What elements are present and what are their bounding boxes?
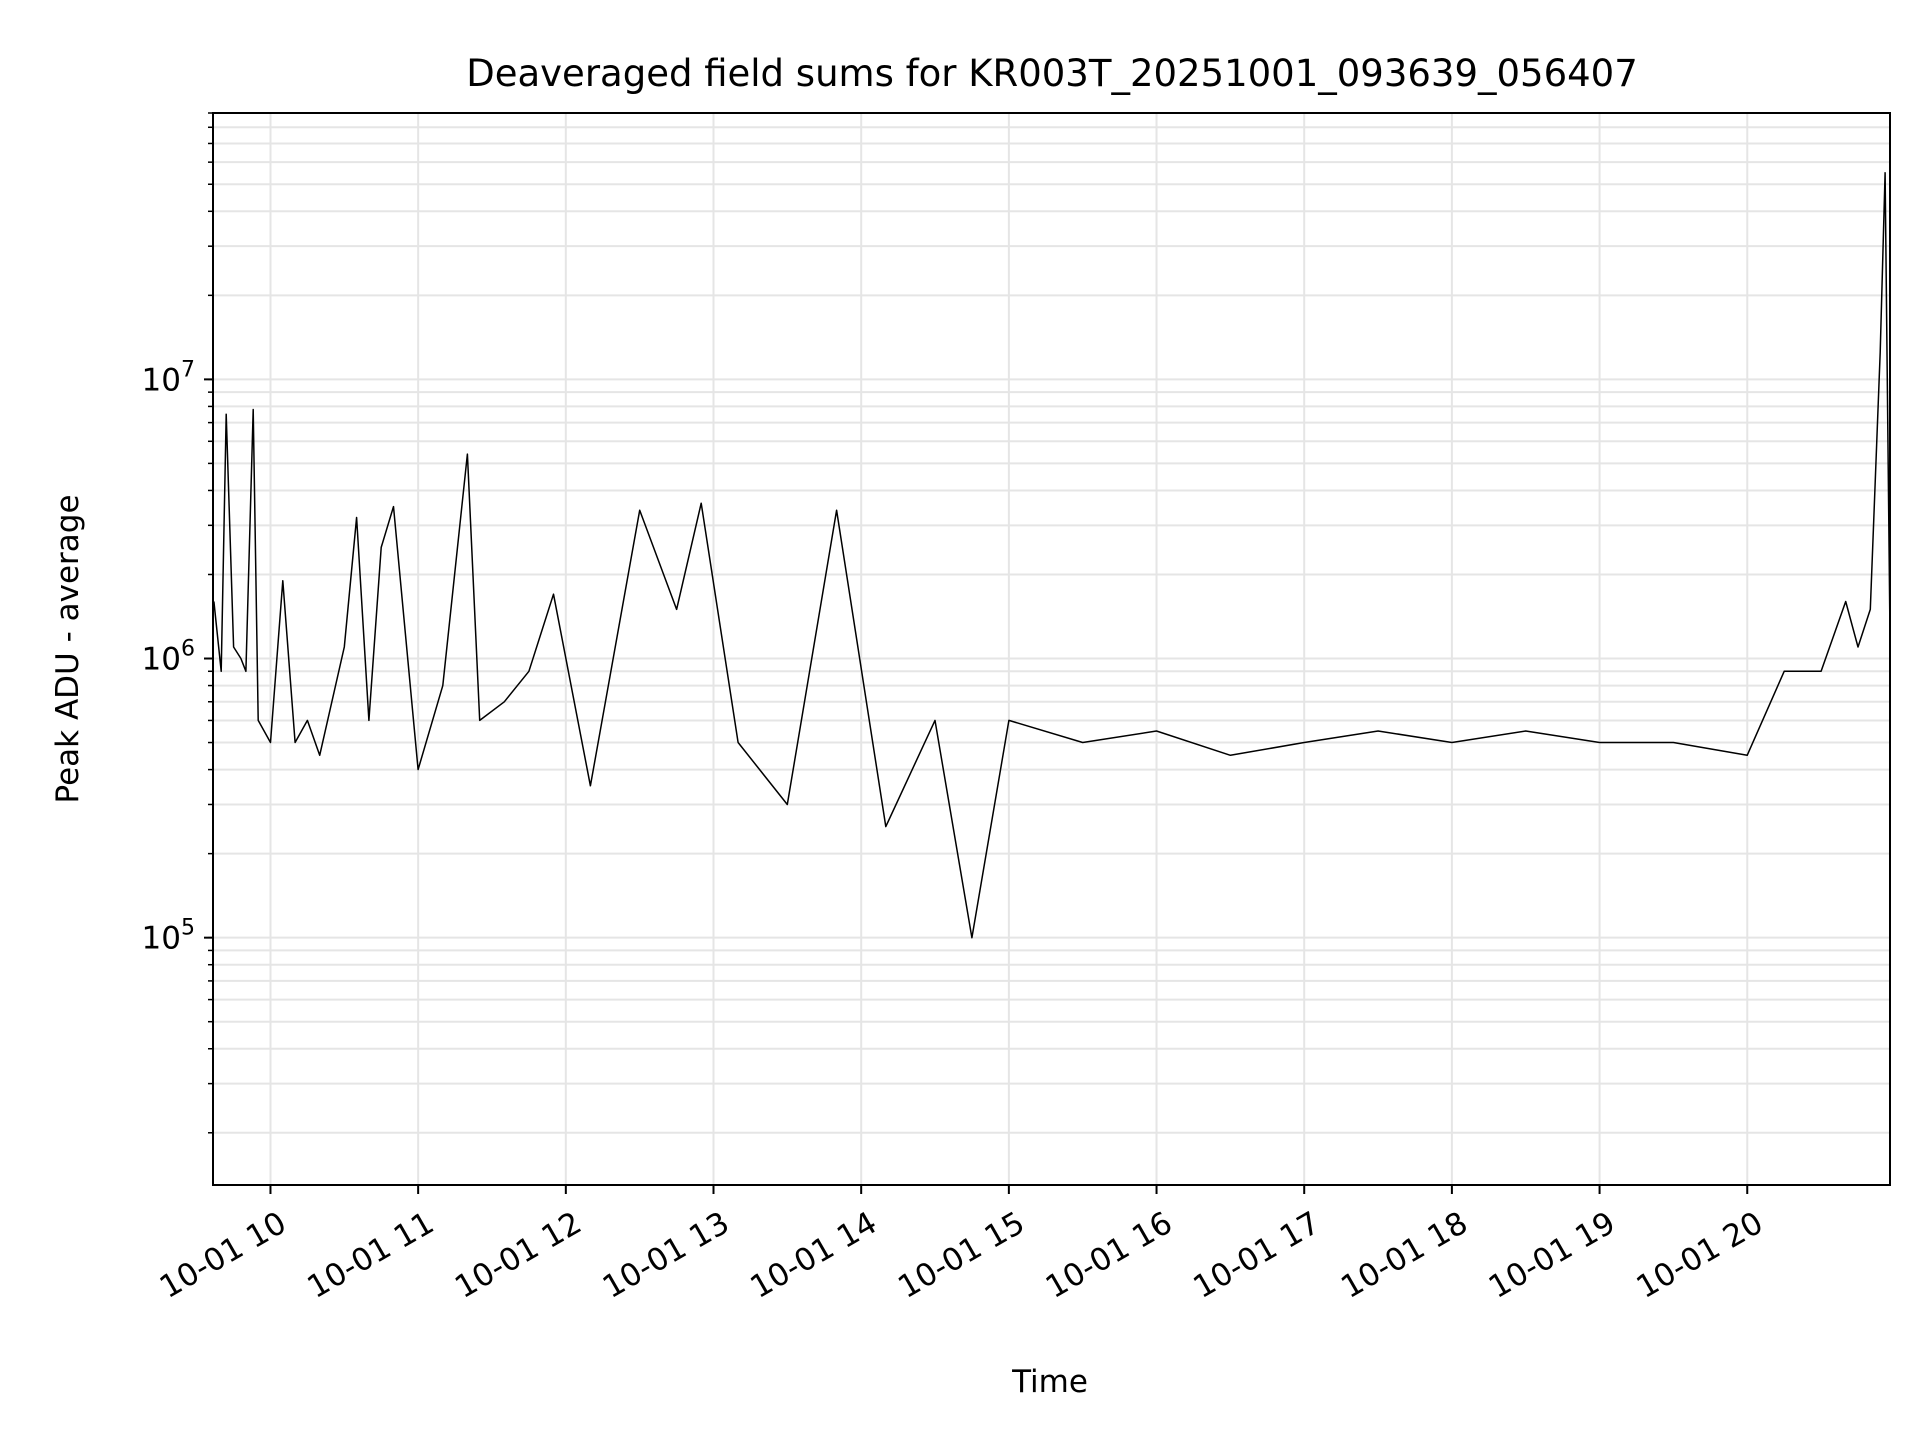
y-tick-exponent: 5: [181, 916, 195, 941]
chart-title: Deaveraged field sums for KR003T_2025100…: [466, 52, 1638, 95]
x-axis-label: Time: [1011, 1364, 1088, 1400]
y-axis-label: Peak ADU - average: [50, 494, 86, 803]
y-tick-exponent: 7: [181, 357, 195, 382]
y-tick-label: 107: [142, 357, 195, 398]
data-series-line: [213, 171, 1891, 939]
y-tick-base: 10: [142, 362, 181, 398]
plot-frame: [212, 112, 1891, 1186]
y-tick-label: 106: [142, 637, 195, 678]
data-layer: [213, 171, 1891, 939]
y-tick-base: 10: [142, 921, 181, 957]
y-tick-exponent: 6: [181, 637, 195, 662]
y-tick-base: 10: [142, 642, 181, 678]
y-tick-label: 105: [142, 916, 195, 957]
